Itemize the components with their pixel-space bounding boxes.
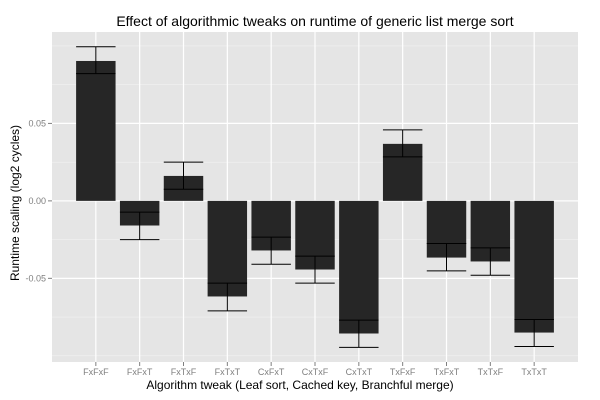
- y-axis-label: Runtime scaling (log2 cycles): [8, 125, 22, 281]
- y-axis: -0.05 0.00 0.05: [25, 118, 52, 283]
- x-axis: FxFxF FxFxT FxTxF FxTxT CxFxT CxTxF CxTxT TxFxF…: [83, 362, 547, 377]
- x-tick-label: FxTxT: [215, 367, 241, 377]
- x-tick-label: FxFxF: [83, 367, 109, 377]
- x-tick-label: CxFxT: [258, 367, 285, 377]
- x-tick-label: FxTxF: [171, 367, 197, 377]
- y-tick-label: 0.05: [28, 118, 46, 128]
- error-bars: [76, 46, 554, 348]
- bar-TxTxT: [514, 200, 554, 333]
- bar-FxFxF: [76, 60, 116, 201]
- x-tick-label: TxFxF: [390, 367, 416, 377]
- x-axis-label: Algorithm tweak (Leaf sort, Cached key, …: [146, 378, 453, 392]
- y-tick-label: 0.00: [28, 196, 46, 206]
- x-tick-label: CxTxF: [302, 367, 329, 377]
- bar-FxTxT: [207, 200, 248, 297]
- x-tick-label: TxFxT: [434, 367, 460, 377]
- x-tick-label: FxFxT: [127, 367, 153, 377]
- x-tick-label: TxTxT: [521, 367, 547, 377]
- y-tick-label: -0.05: [25, 273, 46, 283]
- x-tick-label: TxTxF: [478, 367, 504, 377]
- chart-title: Effect of algorithmic tweaks on runtime …: [116, 13, 513, 29]
- x-tick-label: CxTxT: [346, 367, 373, 377]
- bars: [76, 60, 554, 334]
- bar-CxTxT: [339, 200, 379, 334]
